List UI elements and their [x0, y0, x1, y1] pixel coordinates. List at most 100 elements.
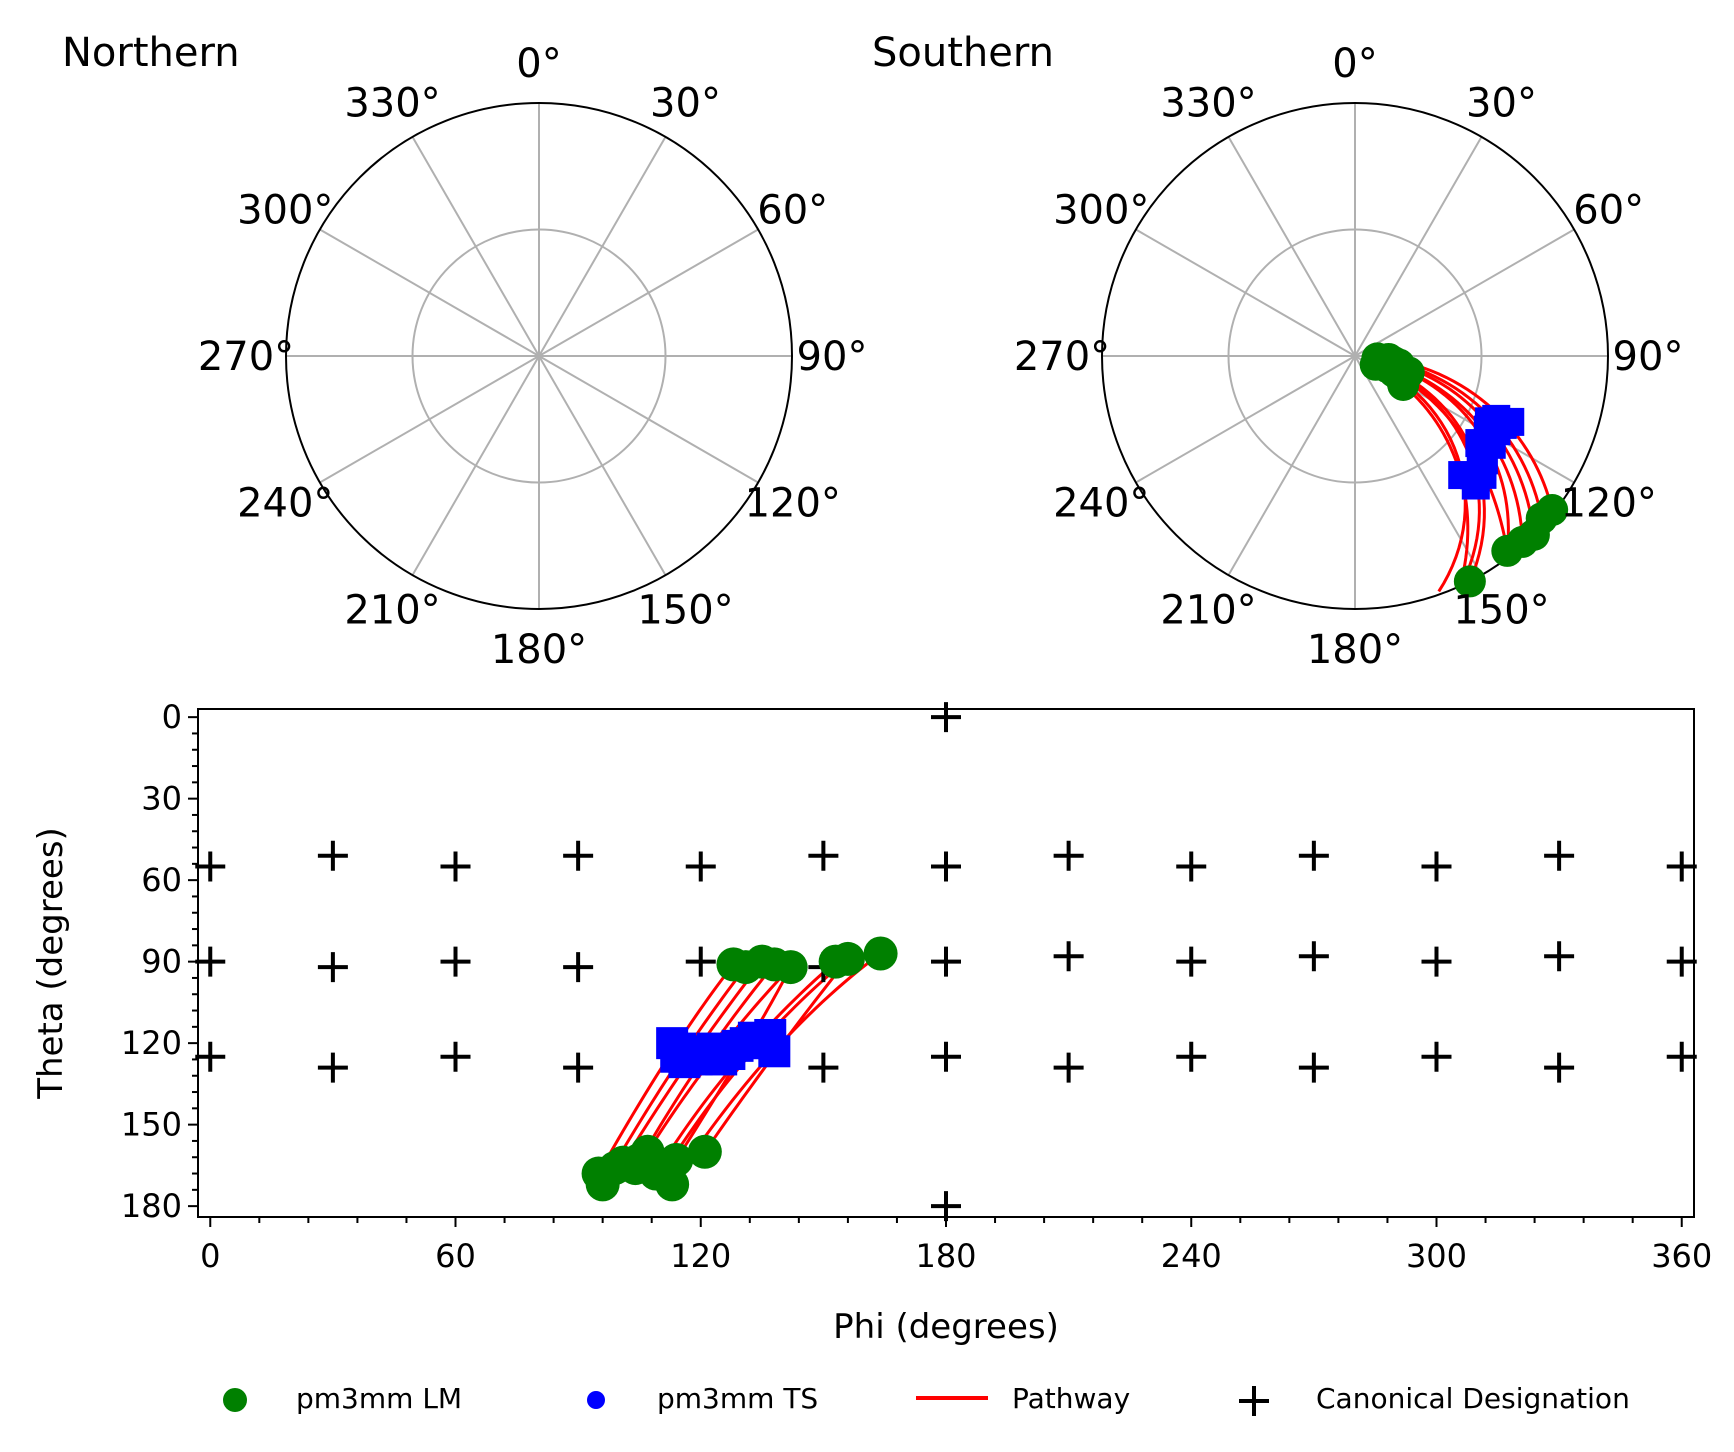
canonical-marker	[440, 1041, 471, 1072]
canonical-marker	[1666, 1041, 1697, 1072]
canonical-marker	[1053, 840, 1084, 871]
canonical-marker	[931, 1041, 961, 1072]
x-tick-label: 180	[915, 1237, 976, 1275]
angle-tick-label: 180°	[1307, 627, 1403, 673]
angular-gridline	[319, 228, 540, 357]
x-tick-label: 120	[670, 1237, 731, 1275]
angle-tick-label: 0°	[516, 41, 561, 87]
angular-gridline	[538, 355, 759, 484]
angle-tick-label: 330°	[344, 80, 440, 126]
angle-tick-label: 0°	[1332, 41, 1377, 87]
canonical-marker	[685, 851, 716, 882]
polar-lm-marker	[1453, 565, 1486, 598]
angular-gridline	[538, 355, 667, 576]
y-tick-label: 0	[162, 698, 182, 736]
canonical-marker	[1176, 1041, 1207, 1072]
polar-outline	[285, 102, 793, 610]
polar-lm-marker	[1387, 368, 1420, 401]
canonical-marker	[931, 702, 961, 733]
canonical-marker	[1421, 946, 1452, 977]
canonical-marker	[317, 952, 348, 983]
canonical-marker	[1298, 1052, 1329, 1083]
y-tick-label: 150	[121, 1106, 182, 1144]
lm-marker	[659, 1142, 694, 1177]
angular-gridline	[1227, 355, 1356, 576]
y-tick-label: 120	[121, 1024, 182, 1062]
legend: pm3mm LM pm3mm TS Pathway Canonical Desi…	[223, 1382, 1630, 1416]
angle-tick-label: 120°	[1561, 481, 1657, 527]
canonical-marker	[1176, 851, 1207, 882]
legend-ts-marker	[587, 1391, 605, 1409]
canonical-marker	[317, 1052, 348, 1083]
legend-ts-label: pm3mm TS	[657, 1382, 818, 1415]
y-tick-label: 30	[141, 780, 182, 818]
y-axis-label: Theta (degrees)	[31, 827, 71, 1100]
canonical-marker	[931, 851, 961, 882]
canonical-marker	[195, 946, 226, 977]
canonical-marker	[563, 1052, 594, 1083]
angle-tick-label: 60°	[1573, 188, 1644, 234]
angle-tick-label: 210°	[1160, 588, 1256, 634]
angle-tick-label: 60°	[757, 188, 828, 234]
polar-ts-marker	[1448, 461, 1477, 490]
polar-title-southern: Southern	[872, 30, 1054, 76]
canonical-marker	[1421, 851, 1452, 882]
angle-tick-label: 210°	[344, 588, 440, 634]
legend-lm-label: pm3mm LM	[296, 1382, 462, 1415]
lm-markers	[581, 936, 898, 1202]
canonical-marker	[440, 946, 471, 977]
x-tick-label: 240	[1161, 1237, 1222, 1275]
polar-angle-labels: 0° 30° 60° 90° 120° 150° 180° 210° 240° 270° 300° 3…	[198, 41, 868, 673]
legend-canonical-marker	[1239, 1386, 1269, 1416]
canonical-marker	[1544, 941, 1575, 972]
polar-lm-points	[1359, 342, 1569, 598]
angle-tick-label: 240°	[1053, 481, 1149, 527]
angle-tick-label: 120°	[745, 481, 841, 527]
angle-tick-label: 150°	[637, 588, 733, 634]
angle-tick-label: 180°	[491, 627, 587, 673]
polar-grid	[285, 102, 793, 610]
canonical-marker	[1421, 1041, 1452, 1072]
y-tick-labels: 0 30 60 90 120 150 180	[121, 698, 182, 1225]
canonical-marker	[685, 946, 716, 977]
polar-title-northern: Northern	[62, 30, 240, 76]
canonical-marker	[931, 946, 961, 977]
canonical-marker	[1544, 840, 1575, 871]
angle-tick-label: 90°	[1613, 334, 1684, 380]
angular-gridline	[1354, 228, 1575, 357]
polar-outline	[1101, 102, 1609, 610]
angle-tick-label: 300°	[237, 188, 333, 234]
axis-ticks	[188, 716, 1683, 1227]
polar-lm-marker	[1491, 534, 1524, 567]
polar-plot-southern: Southern 0° 30° 60° 90° 120° 150° 180° 210° 240°…	[872, 30, 1683, 673]
angular-gridline	[1354, 136, 1483, 357]
x-tick-label: 300	[1406, 1237, 1467, 1275]
x-tick-label: 0	[200, 1237, 220, 1275]
polar-angle-labels: 0° 30° 60° 90° 120° 150° 180° 210° 240° 270° 300° 3…	[1014, 41, 1684, 673]
angle-tick-label: 270°	[198, 334, 294, 380]
angular-gridline	[1227, 136, 1356, 357]
x-axis-label: Phi (degrees)	[833, 1307, 1059, 1347]
angle-tick-label: 270°	[1014, 334, 1110, 380]
angle-tick-label: 240°	[237, 481, 333, 527]
angle-tick-label: 30°	[650, 80, 721, 126]
angle-tick-label: 300°	[1053, 188, 1149, 234]
ts-markers	[656, 1018, 791, 1079]
phi-theta-plot: 0 60 120 180 240 300 360 0 30 60 90 120 150 180 Phi …	[31, 698, 1712, 1347]
x-tick-labels: 0 60 120 180 240 300 360	[200, 1237, 1712, 1275]
angular-gridline	[319, 355, 540, 484]
lm-marker	[687, 1134, 722, 1169]
canonical-marker	[931, 1191, 961, 1222]
canonical-marker	[1298, 840, 1329, 871]
polar-ts-points	[1448, 404, 1525, 500]
canonical-marker	[563, 952, 594, 983]
y-tick-label: 180	[121, 1187, 182, 1225]
x-tick-label: 360	[1651, 1237, 1712, 1275]
canonical-marker	[563, 840, 594, 871]
canonical-marker	[1666, 851, 1697, 882]
canonical-marker	[1053, 941, 1084, 972]
legend-lm-marker	[223, 1388, 247, 1412]
lm-marker	[773, 950, 808, 985]
angular-gridline	[538, 228, 759, 357]
